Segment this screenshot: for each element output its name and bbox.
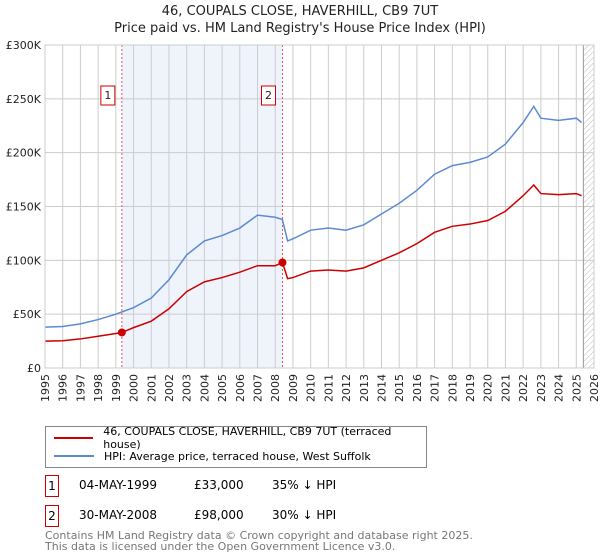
sale-point xyxy=(278,258,287,267)
sale-point xyxy=(117,328,126,337)
price: £98,000 xyxy=(194,508,244,522)
x-tick-label: 2021 xyxy=(499,374,512,402)
x-tick-label: 2026 xyxy=(588,374,600,402)
chart-title: 46, COUPALS CLOSE, HAVERHILL, CB9 7UT xyxy=(161,4,439,19)
y-tick-label: £100K xyxy=(6,254,42,267)
transaction-row: 1 04-MAY-1999 £33,000 35% ↓ HPI xyxy=(45,475,545,497)
footer: Contains HM Land Registry data © Crown c… xyxy=(45,530,473,552)
x-tick-label: 2014 xyxy=(375,374,388,402)
x-tick-label: 2001 xyxy=(145,374,158,402)
x-tick-label: 2019 xyxy=(464,374,477,402)
x-tick-label: 2009 xyxy=(287,374,300,402)
x-tick-label: 2002 xyxy=(163,374,176,402)
x-tick-label: 2016 xyxy=(411,374,424,402)
date: 04-MAY-1999 xyxy=(79,478,158,492)
sale-label: 2 xyxy=(265,89,272,102)
x-tick-label: 1998 xyxy=(92,374,105,402)
legend-label: HPI: Average price, terraced house, West… xyxy=(104,449,371,463)
price-chart: 1995 1996 1997 1998 1999 2000 2001 2002 2003 2004… xyxy=(6,39,600,402)
date: 30-MAY-2008 xyxy=(79,508,158,522)
y-tick-label: £50K xyxy=(13,308,42,321)
x-tick-label: 2005 xyxy=(216,374,229,402)
x-tick-label: 1999 xyxy=(110,374,123,402)
sale-label-box xyxy=(100,85,116,106)
x-tick-label: 1995 xyxy=(39,374,52,402)
x-tick-label: 2010 xyxy=(305,374,318,402)
x-tick-label: 2018 xyxy=(446,374,459,402)
sale-label: 1 xyxy=(104,89,111,102)
x-tick-label: 1997 xyxy=(74,374,87,402)
x-tick-label: 2008 xyxy=(269,374,282,402)
marker-badge: 2 xyxy=(45,505,59,527)
y-tick-label: £150K xyxy=(6,201,42,214)
series-line xyxy=(44,183,582,342)
x-tick-label: 2013 xyxy=(358,374,371,402)
legend-item-hpi: HPI: Average price, terraced house, West… xyxy=(54,448,371,464)
sale-label-box xyxy=(260,85,276,106)
x-tick-label: 2020 xyxy=(482,374,495,402)
transaction-row: 2 30-MAY-2008 £98,000 30% ↓ HPI xyxy=(45,505,545,527)
x-tick-label: 2022 xyxy=(517,374,530,402)
x-tick-label: 2015 xyxy=(393,374,406,402)
legend-label: 46, COUPALS CLOSE, HAVERHILL, CB9 7UT (t… xyxy=(103,425,392,451)
x-tick-label: 1996 xyxy=(57,374,70,402)
x-tick-label: 2011 xyxy=(322,374,335,402)
marker-badge: 1 xyxy=(45,475,59,497)
legend-item-property: 46, COUPALS CLOSE, HAVERHILL, CB9 7UT (t… xyxy=(54,425,426,451)
legend: 46, COUPALS CLOSE, HAVERHILL, CB9 7UT (t… xyxy=(45,425,427,468)
x-tick-label: 2017 xyxy=(429,374,442,402)
y-tick-label: £200K xyxy=(6,147,42,160)
x-tick-label: 2003 xyxy=(181,374,194,402)
series-line xyxy=(44,104,583,328)
copyright: Contains HM Land Registry data © Crown c… xyxy=(45,529,473,542)
x-tick-label: 2024 xyxy=(553,374,566,402)
licence: This data is licensed under the Open Gov… xyxy=(45,540,396,553)
price: £33,000 xyxy=(194,478,244,492)
y-tick-label: £250K xyxy=(6,93,42,106)
hpi-diff: 35% ↓ HPI xyxy=(272,478,337,492)
x-tick-label: 2023 xyxy=(535,374,548,402)
x-tick-label: 2000 xyxy=(128,374,141,402)
x-tick-label: 2025 xyxy=(570,374,583,402)
y-tick-label: £0 xyxy=(27,362,41,375)
x-tick-label: 2012 xyxy=(340,374,353,402)
y-tick-label: £300K xyxy=(6,39,42,52)
chart-subtitle: Price paid vs. HM Land Registry's House … xyxy=(114,21,486,36)
x-tick-label: 2007 xyxy=(252,374,265,402)
x-tick-label: 2004 xyxy=(198,374,211,402)
hpi-diff: 30% ↓ HPI xyxy=(272,508,337,522)
x-tick-label: 2006 xyxy=(234,374,247,402)
plot-frame xyxy=(44,44,595,369)
